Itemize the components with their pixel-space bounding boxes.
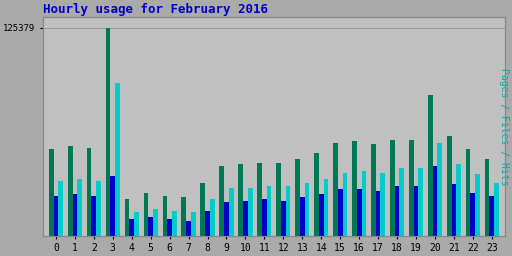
Bar — [134, 212, 139, 236]
Bar — [130, 219, 134, 236]
Bar — [143, 193, 148, 236]
Bar — [248, 188, 252, 236]
Bar — [380, 173, 385, 236]
Bar — [428, 95, 433, 236]
Bar — [115, 83, 120, 236]
Bar — [54, 196, 58, 236]
Bar — [361, 171, 366, 236]
Bar — [452, 184, 456, 236]
Bar — [357, 189, 361, 236]
Bar — [395, 186, 399, 236]
Bar — [92, 196, 96, 236]
Bar — [489, 196, 494, 236]
Bar — [352, 141, 357, 236]
Bar — [471, 193, 475, 236]
Bar — [167, 219, 172, 236]
Bar — [305, 183, 309, 236]
Y-axis label: Pages / Files / Hits: Pages / Files / Hits — [499, 68, 509, 185]
Bar — [376, 191, 380, 236]
Bar — [494, 183, 499, 236]
Text: Hourly usage for February 2016: Hourly usage for February 2016 — [42, 3, 268, 16]
Bar — [319, 194, 324, 236]
Bar — [224, 202, 229, 236]
Bar — [96, 181, 101, 236]
Bar — [399, 168, 404, 236]
Bar — [210, 199, 215, 236]
Bar — [87, 148, 92, 236]
Bar — [77, 179, 82, 236]
Bar — [111, 176, 115, 236]
Bar — [243, 201, 248, 236]
Bar — [475, 174, 480, 236]
Bar — [49, 150, 54, 236]
Bar — [286, 186, 290, 236]
Bar — [276, 163, 281, 236]
Bar — [295, 159, 300, 236]
Bar — [219, 166, 224, 236]
Bar — [333, 143, 338, 236]
Bar — [418, 168, 423, 236]
Bar — [181, 197, 186, 236]
Bar — [437, 143, 442, 236]
Bar — [73, 194, 77, 236]
Bar — [200, 183, 205, 236]
Bar — [68, 146, 73, 236]
Bar — [390, 140, 395, 236]
Bar — [371, 144, 376, 236]
Bar — [314, 153, 319, 236]
Bar — [186, 221, 191, 236]
Bar — [409, 140, 414, 236]
Bar — [162, 196, 167, 236]
Bar — [257, 163, 262, 236]
Bar — [447, 136, 452, 236]
Bar — [153, 209, 158, 236]
Bar — [338, 189, 343, 236]
Bar — [281, 201, 286, 236]
Bar — [485, 159, 489, 236]
Bar — [456, 164, 461, 236]
Bar — [267, 186, 271, 236]
Bar — [58, 181, 63, 236]
Bar — [262, 199, 267, 236]
Bar — [229, 188, 233, 236]
Bar — [433, 166, 437, 236]
Bar — [148, 217, 153, 236]
Bar — [466, 150, 471, 236]
Bar — [300, 197, 305, 236]
Bar — [172, 211, 177, 236]
Bar — [124, 199, 130, 236]
Bar — [414, 186, 418, 236]
Bar — [324, 179, 328, 236]
Bar — [105, 28, 111, 236]
Bar — [205, 211, 210, 236]
Bar — [238, 164, 243, 236]
Bar — [343, 173, 347, 236]
Bar — [191, 212, 196, 236]
